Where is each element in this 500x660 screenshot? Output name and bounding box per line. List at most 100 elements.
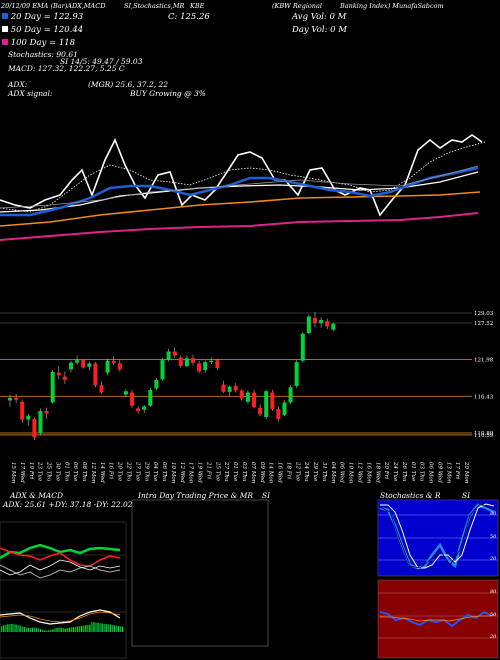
date-label: 14 Mon <box>268 462 274 484</box>
header-studies: SI,Stochastics,MR <box>124 2 185 10</box>
macd-signal-line <box>0 611 121 623</box>
macd-histogram-bar <box>101 623 103 632</box>
si-signal-line <box>380 615 492 622</box>
candle <box>319 317 324 328</box>
stoch-panel-si: SI <box>462 491 471 500</box>
candle <box>282 400 287 417</box>
si-tick-80: 80 <box>490 589 497 595</box>
date-label: 20 Mon <box>463 461 469 484</box>
macd-histogram-bar <box>121 626 124 632</box>
date-label: 16 Wed <box>277 462 283 483</box>
macd-histogram-bar <box>31 627 34 632</box>
candle <box>306 314 311 335</box>
date-label: 21 Fri <box>205 461 211 479</box>
date-label: 13 Mon <box>445 462 451 484</box>
date-label: 06 Wed <box>339 462 345 483</box>
ema20-swatch <box>2 13 8 19</box>
date-label: 17 Fri <box>454 462 460 479</box>
candle <box>227 385 232 396</box>
candle <box>258 404 263 417</box>
si-value: SI 14/5: 49.47 / 59.03 <box>60 57 143 66</box>
candle <box>184 355 189 368</box>
date-label: 16 Mon <box>365 462 371 484</box>
date-label: 08 Thu <box>81 462 87 482</box>
date-label: 10 Mon <box>348 462 354 484</box>
date-label: 30 Tue <box>54 462 60 482</box>
macd-histogram-bar <box>119 626 122 632</box>
macd-histogram-bar <box>66 628 68 632</box>
adx-minus-line <box>0 547 121 567</box>
date-label: 29 Tue <box>312 461 318 482</box>
candle <box>191 354 195 366</box>
candle <box>221 380 226 394</box>
macd-histogram-bar <box>29 628 32 632</box>
candle <box>142 405 147 414</box>
date-label: 14 Wed <box>99 462 105 483</box>
macd-histogram-bar <box>111 625 114 632</box>
date-label: 22 Thu <box>126 461 132 482</box>
stoch-line <box>0 134 483 217</box>
candle <box>117 360 122 372</box>
header-fullname2: Banking Index) MunafaSabcom <box>340 2 444 10</box>
macd-histogram-bar <box>54 628 56 632</box>
adx-line-2 <box>0 559 121 576</box>
adx-panel-title: ADX & MACD <box>10 491 64 500</box>
header-symbol: KBE <box>190 2 205 10</box>
candle <box>32 417 37 441</box>
date-label: 01 Thu <box>63 462 69 482</box>
macd-histogram-bar <box>64 628 66 632</box>
ema200-line <box>0 191 481 227</box>
candle <box>203 360 208 373</box>
date-label: 24 Tue <box>392 461 398 482</box>
macd-histogram-bar <box>39 629 42 632</box>
candle <box>239 389 244 401</box>
intraday-panel <box>131 499 269 647</box>
macd-histogram-bar <box>33 627 36 632</box>
candle <box>87 361 92 371</box>
macd-histogram-bar <box>74 626 77 632</box>
candle <box>81 359 86 369</box>
candle <box>154 377 159 390</box>
date-label: 12 Mon <box>90 462 96 484</box>
macd-histogram-bar <box>25 627 27 632</box>
date-label: 26 Thu <box>401 461 407 482</box>
price-level-label: 127.52 <box>474 321 493 327</box>
candle <box>136 406 141 414</box>
ema20-legend: 20 Day = 122.93 <box>2 12 83 22</box>
ema-lines <box>0 134 486 241</box>
ema20-line <box>0 166 479 217</box>
date-label: 20 Tue <box>117 461 123 482</box>
candle <box>111 356 116 365</box>
macd-histogram-bar <box>35 627 38 632</box>
price-level-label: 110.89 <box>474 431 494 437</box>
price-level-label: 110.59 <box>474 433 494 439</box>
macd-histogram-bar <box>15 624 17 632</box>
macd-histogram-bar <box>42 629 44 632</box>
candle <box>26 413 31 426</box>
si-dotted-line <box>0 141 486 213</box>
candle <box>294 360 299 388</box>
stoch-panel-title: Stochastics & R <box>380 491 441 500</box>
candle <box>38 408 43 436</box>
date-label: 03 Thu <box>419 462 425 482</box>
candle <box>62 371 67 384</box>
macd-histogram-bar <box>95 622 97 632</box>
ema100-swatch <box>2 39 8 45</box>
candle <box>8 395 12 408</box>
adx-values: (MGR) 25.6, 37.2, 22 <box>88 80 169 89</box>
adx-plus-line <box>0 543 121 560</box>
header-info: 20/12/09 EMA (Bar)ADX,MACD <box>1 2 106 10</box>
macd-histogram-bar <box>58 627 60 632</box>
macd-histogram-bar <box>62 628 64 632</box>
macd-histogram-bar <box>113 625 116 632</box>
macd-histogram-bar <box>13 624 15 632</box>
candle <box>123 388 128 398</box>
date-label: 19 Wed <box>197 462 203 483</box>
ema100-legend: 100 Day = 118 <box>2 38 75 48</box>
si-tick-50: 50 <box>490 612 497 618</box>
macd-value: MACD: 127.32, 122.27, 5.25 C <box>8 64 125 73</box>
date-label: 17 Mon <box>188 462 194 484</box>
date-label: 20 Fri <box>383 461 389 479</box>
macd-histogram-bar <box>23 627 25 632</box>
